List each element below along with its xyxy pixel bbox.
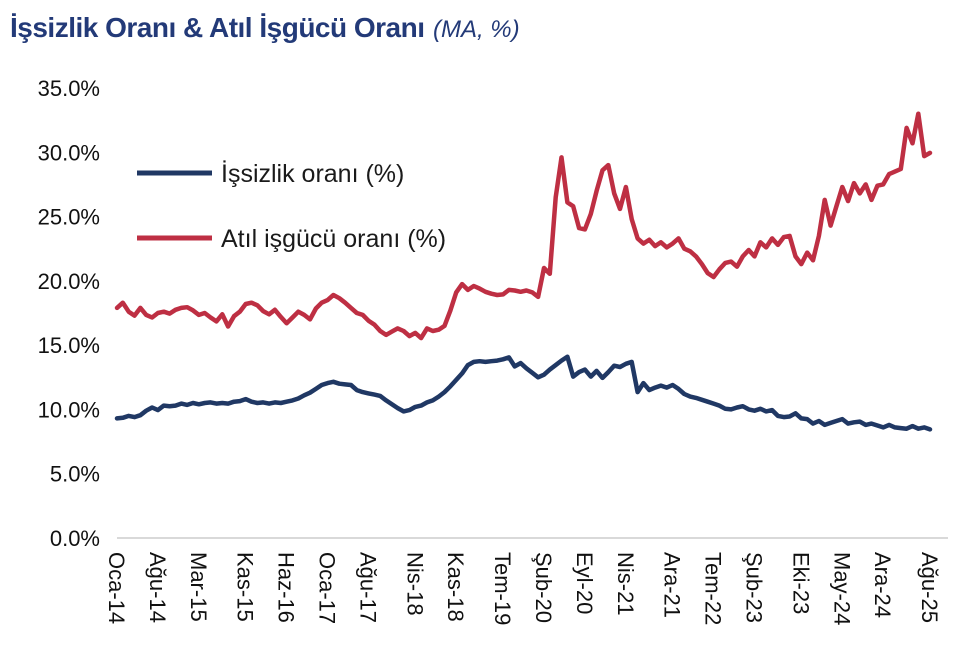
x-axis-label: Ağu-17 [356, 552, 381, 623]
x-axis-label: Nis-21 [613, 552, 638, 616]
x-axis-label: Mar-15 [186, 552, 211, 622]
x-axis-label: Kas-18 [443, 552, 468, 622]
x-axis-label: Eyl-20 [572, 552, 597, 614]
x-axis-label: Oca-17 [315, 552, 340, 624]
x-axis-label: Tem-19 [490, 552, 515, 625]
x-axis-label: Tem-22 [701, 552, 726, 625]
x-axis-label: Ağu-14 [145, 552, 170, 623]
x-axis-label: Nis-18 [402, 552, 427, 616]
y-axis-label: 5.0% [50, 462, 100, 487]
chart-title: İşsizlik Oranı & Atıl İşgücü Oranı (MA, … [10, 12, 520, 44]
series-line-0 [114, 354, 933, 432]
x-axis-label: Oca-14 [104, 552, 129, 624]
x-axis-label: Ağu-25 [917, 552, 942, 623]
x-axis-label: Şub-23 [742, 552, 767, 623]
y-axis-label: 25.0% [38, 205, 100, 230]
x-axis-label: Ara-24 [870, 552, 895, 618]
x-axis-label: Eki-23 [788, 552, 813, 614]
chart-title-suffix: (MA, %) [432, 16, 520, 43]
y-axis-label: 30.0% [38, 140, 100, 165]
y-axis-label: 0.0% [50, 526, 100, 551]
x-axis-label: Şub-20 [531, 552, 556, 623]
legend-label-1: Atıl işgücü oranı (%) [221, 225, 446, 253]
y-axis-label: 15.0% [38, 333, 100, 358]
y-axis-label: 35.0% [38, 76, 100, 101]
legend-label-0: İşsizlik oranı (%) [221, 159, 404, 188]
y-axis-label: 10.0% [38, 397, 100, 422]
x-axis-label: May-24 [829, 552, 854, 625]
y-axis-label: 20.0% [38, 269, 100, 294]
chart-title-main: İşsizlik Oranı & Atıl İşgücü Oranı [10, 12, 425, 43]
x-axis-label: Ara-21 [660, 552, 685, 618]
x-axis-label: Haz-16 [274, 552, 299, 623]
x-axis-label: Kas-15 [233, 552, 258, 622]
series-line-1 [114, 111, 933, 341]
